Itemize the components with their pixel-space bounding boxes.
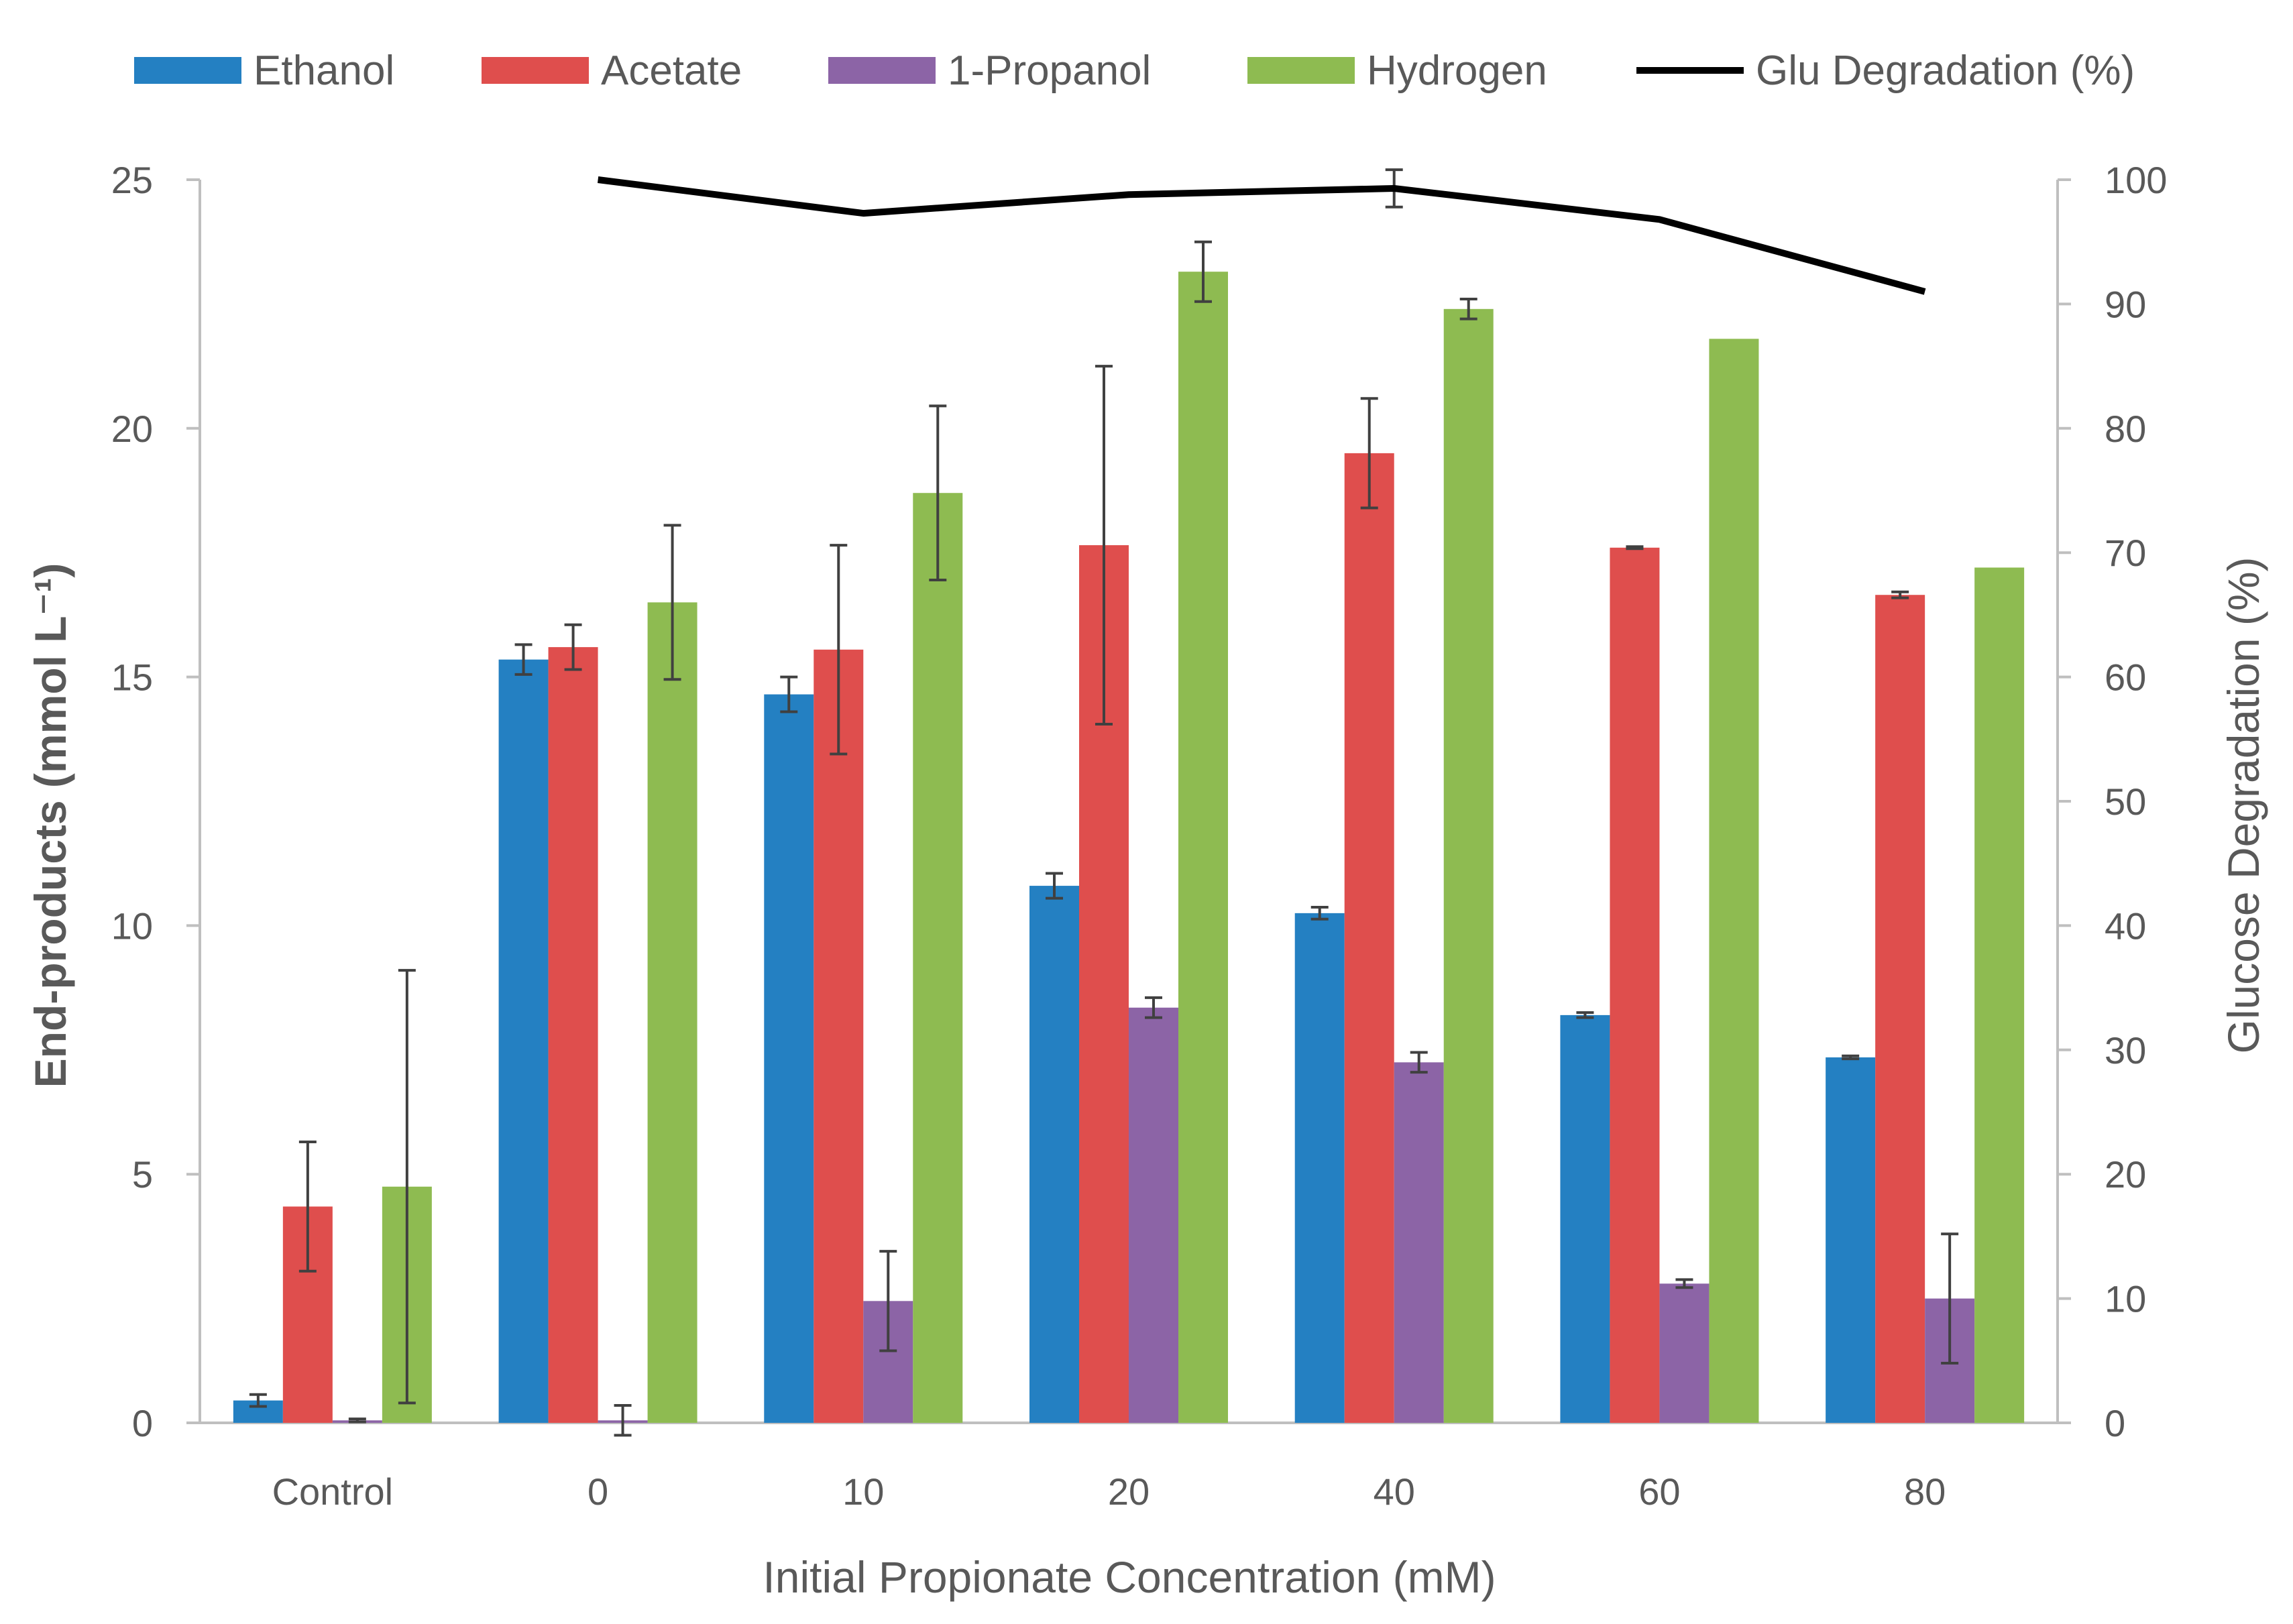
left-axis-title: End-products (mmol L⁻¹) [25, 563, 75, 1088]
bar-acetate [814, 649, 864, 1423]
bar-1-propanol [1394, 1062, 1444, 1423]
right-tick-label: 80 [2105, 408, 2146, 450]
bar-hydrogen [913, 493, 963, 1423]
bar-acetate [1344, 453, 1394, 1423]
bar-hydrogen [1974, 567, 2025, 1423]
x-axis-ticks: Control 0 10 20 40 60 80 [272, 1470, 1946, 1513]
bar-hydrogen [1178, 272, 1228, 1423]
left-tick-label: 10 [111, 905, 153, 947]
x-tick-label: 40 [1374, 1470, 1415, 1513]
legend-swatch-ethanol [134, 57, 241, 84]
bar-acetate [1875, 595, 1925, 1423]
bars [233, 272, 2025, 1424]
right-tick-label: 0 [2105, 1402, 2125, 1444]
legend-label-hydrogen: Hydrogen [1367, 48, 1547, 94]
bar-ethanol [1029, 886, 1079, 1423]
x-tick-label: Control [272, 1470, 394, 1513]
series-line-glu-degradation [597, 176, 1926, 295]
left-axis-ticks: 0 5 10 15 20 25 [111, 159, 200, 1444]
degradation-line [597, 176, 1926, 295]
bar-hydrogen [1709, 339, 1759, 1423]
right-axis-ticks: 0 10 20 30 40 50 60 70 80 90 100 [2058, 159, 2167, 1444]
bar-acetate [1610, 547, 1660, 1424]
left-tick-label: 25 [111, 159, 153, 201]
x-tick-label: 0 [588, 1470, 608, 1513]
legend-swatch-hydrogen [1247, 57, 1355, 84]
bar-hydrogen [1443, 308, 1494, 1423]
legend-label-glu-degradation: Glu Degradation (%) [1756, 48, 2135, 94]
right-tick-label: 90 [2105, 283, 2146, 325]
left-tick-label: 5 [132, 1153, 153, 1196]
right-tick-label: 40 [2105, 905, 2146, 947]
error-bars [249, 168, 1959, 1437]
right-tick-label: 30 [2105, 1029, 2146, 1071]
bar-hydrogen [647, 602, 697, 1423]
legend-label-acetate: Acetate [601, 48, 742, 94]
bar-ethanol [1826, 1057, 1876, 1423]
bar-ethanol [1560, 1014, 1610, 1423]
right-tick-label: 50 [2105, 780, 2146, 823]
legend-label-ethanol: Ethanol [254, 48, 394, 94]
left-tick-label: 0 [132, 1402, 153, 1444]
right-tick-label: 60 [2105, 656, 2146, 699]
bar-1-propanol [1659, 1283, 1710, 1423]
left-tick-label: 20 [111, 408, 153, 450]
legend-swatch-1-propanol [828, 57, 936, 84]
bar-acetate [548, 647, 598, 1423]
x-tick-label: 60 [1638, 1470, 1680, 1513]
bar-ethanol [1294, 913, 1345, 1423]
x-tick-label: 80 [1904, 1470, 1946, 1513]
legend-label-1-propanol: 1-Propanol [948, 48, 1151, 94]
x-axis-title: Initial Propionate Concentration (mM) [763, 1552, 1496, 1602]
right-tick-label: 10 [2105, 1278, 2146, 1320]
right-tick-label: 100 [2105, 159, 2167, 201]
left-tick-label: 15 [111, 656, 153, 699]
x-tick-label: 10 [842, 1470, 884, 1513]
legend-swatch-acetate [482, 57, 589, 84]
right-axis-title: Glucose Degradation (%) [2219, 557, 2268, 1053]
bar-ethanol [764, 694, 814, 1423]
bar-ethanol [498, 659, 549, 1423]
x-tick-label: 20 [1108, 1470, 1150, 1513]
bar-1-propanol [1129, 1007, 1178, 1423]
right-tick-label: 20 [2105, 1153, 2146, 1196]
legend: Ethanol Acetate 1-Propanol Hydrogen Glu Degr… [134, 48, 2135, 94]
right-tick-label: 70 [2105, 532, 2146, 574]
